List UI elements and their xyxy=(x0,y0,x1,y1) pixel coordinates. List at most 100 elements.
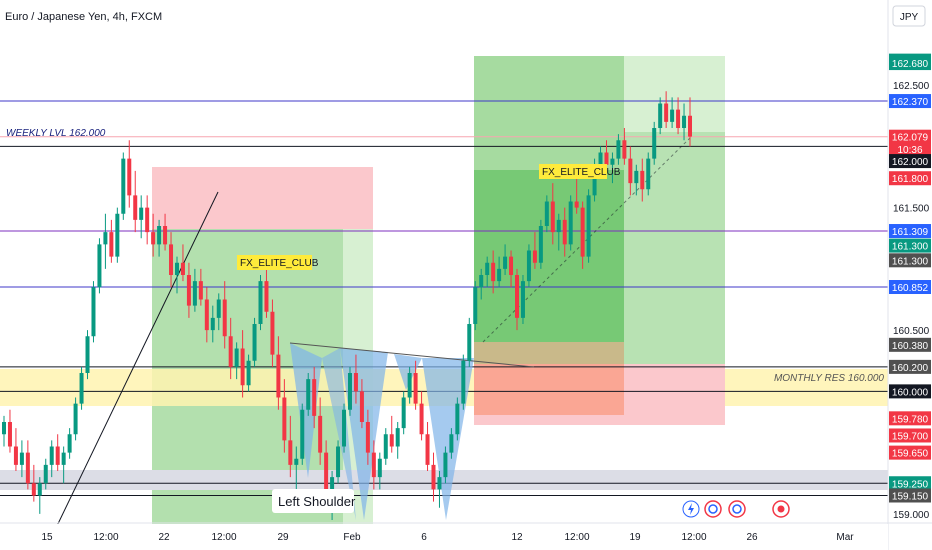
candle-body xyxy=(318,415,323,453)
candle xyxy=(270,299,275,367)
candle xyxy=(282,379,287,453)
candle-body xyxy=(467,324,472,361)
candle-body xyxy=(634,170,639,184)
lightning-icon[interactable] xyxy=(682,500,700,518)
candle xyxy=(55,434,60,471)
candle-body xyxy=(413,373,418,404)
candle-body xyxy=(526,250,531,282)
candle-body xyxy=(520,281,525,318)
candle xyxy=(228,317,233,380)
time-tick-label: 29 xyxy=(277,532,289,543)
candle-body xyxy=(473,287,478,324)
candle-body xyxy=(401,397,406,429)
trendline xyxy=(54,191,219,531)
entry-zone xyxy=(474,342,624,364)
candle xyxy=(586,189,591,263)
price-tag-bg xyxy=(889,411,931,426)
candle xyxy=(640,158,645,202)
candle xyxy=(288,415,293,478)
candle-body xyxy=(91,287,96,337)
pattern-layer xyxy=(54,137,691,531)
price-tags-layer: 162.700162.680162.370162.07910:36162.000… xyxy=(889,53,931,503)
price-tag-bg xyxy=(889,476,931,491)
candle xyxy=(336,440,341,484)
club-badge-2 xyxy=(539,164,607,179)
candle-body xyxy=(556,219,561,233)
candle xyxy=(658,97,663,135)
price-tag: 162.680 xyxy=(889,56,931,71)
candle xyxy=(520,275,525,324)
candle xyxy=(497,256,502,288)
candle xyxy=(198,268,203,306)
candle xyxy=(180,244,185,282)
time-tick-label: 22 xyxy=(158,532,170,543)
candle-body xyxy=(652,128,657,159)
price-tag: 160.000 xyxy=(889,384,931,399)
currency-label: JPY xyxy=(900,12,919,23)
time-tick-label: 12:00 xyxy=(564,532,589,543)
candle-body xyxy=(371,452,376,478)
candle-body xyxy=(49,446,54,465)
snowflake-icon[interactable] xyxy=(704,500,722,518)
candle-body xyxy=(192,281,197,306)
candle-body xyxy=(682,115,687,128)
buy-zone-right-core xyxy=(474,170,624,342)
candle xyxy=(342,403,347,453)
candle xyxy=(163,213,168,251)
club-badge-1 xyxy=(237,255,312,270)
candle-body xyxy=(419,403,424,435)
candle xyxy=(246,354,251,392)
candle xyxy=(532,232,537,269)
candle xyxy=(43,458,48,490)
candle xyxy=(389,415,394,453)
time-axis-bg[interactable] xyxy=(0,524,888,550)
price-tag-bg xyxy=(889,56,931,71)
candle xyxy=(234,342,239,380)
candle xyxy=(216,293,221,331)
currency-box[interactable] xyxy=(892,5,926,27)
candle xyxy=(31,464,36,502)
target-icon[interactable] xyxy=(772,500,790,518)
candle xyxy=(652,121,657,165)
candle xyxy=(401,391,406,435)
candle-body xyxy=(491,262,496,282)
time-tick-label: 26 xyxy=(746,532,758,543)
candle-body xyxy=(330,477,335,496)
candle xyxy=(491,250,496,294)
price-tag-label: 159.150 xyxy=(892,492,929,503)
price-tag-label: 159.250 xyxy=(892,479,929,490)
candle-body xyxy=(97,244,102,288)
price-tag-bg xyxy=(889,224,931,239)
price-tag-label: 10:36 xyxy=(897,145,922,156)
candle-body xyxy=(163,226,168,245)
candle-body xyxy=(324,452,329,496)
candle-body xyxy=(353,373,358,392)
candle-body xyxy=(461,360,466,404)
candle-body xyxy=(157,226,162,245)
candle-body xyxy=(300,409,305,459)
candle xyxy=(568,195,573,251)
candle xyxy=(473,281,478,331)
price-tag-bg xyxy=(889,154,931,169)
candle xyxy=(634,164,639,196)
candle xyxy=(425,422,430,471)
time-tick-label: 15 xyxy=(41,532,53,543)
candle-body xyxy=(198,281,203,300)
annotation-layer: WEEKLY LVL 162.000 MONTHLY RES 160.000 F… xyxy=(6,128,884,513)
candle xyxy=(300,403,305,465)
price-tag-bg xyxy=(889,253,931,268)
candle-body xyxy=(640,170,645,190)
candle-body xyxy=(544,201,549,226)
price-tag-label: 162.079 xyxy=(892,133,929,144)
time-axis-ticks: 15 12:00 22 12:00 29 Feb 6 12 12:00 19 12:00 26 Mar xyxy=(41,532,854,543)
candle-body xyxy=(180,262,185,275)
candle-body xyxy=(383,434,388,459)
candle xyxy=(109,219,114,263)
candle-body xyxy=(216,299,221,318)
candle-body xyxy=(598,152,603,165)
candle-body xyxy=(139,207,144,220)
snowflake-icon[interactable] xyxy=(728,500,746,518)
price-tag-bg xyxy=(889,129,931,144)
